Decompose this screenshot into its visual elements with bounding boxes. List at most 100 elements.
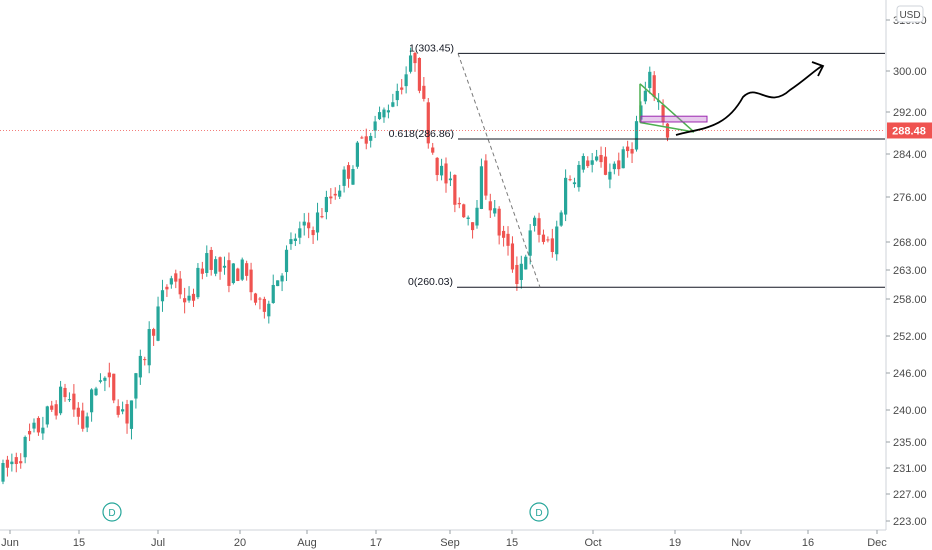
candle-body — [546, 239, 550, 241]
candle-body — [595, 156, 599, 161]
candle-body — [479, 166, 484, 209]
candle-body — [568, 179, 572, 181]
candle-body — [555, 226, 559, 255]
candle-body — [10, 461, 14, 465]
time-tick-label: Aug — [297, 537, 317, 549]
time-tick-label: Nov — [731, 537, 751, 549]
candle-body — [617, 160, 621, 170]
candle-body — [444, 163, 448, 184]
candle-body — [360, 137, 364, 139]
pattern-lower-line — [639, 121, 695, 133]
price-tick-label: 263.00 — [893, 265, 927, 277]
candle-body — [643, 90, 647, 102]
candle-body — [515, 264, 519, 285]
candle-body — [262, 298, 266, 312]
candle-body — [218, 257, 222, 272]
candle-body — [143, 359, 147, 361]
candle-body — [608, 171, 612, 180]
candle-body — [23, 436, 27, 458]
consolidation-box — [640, 115, 708, 123]
candle-body — [550, 238, 554, 252]
candle-body — [590, 160, 594, 165]
candle-body — [253, 293, 258, 303]
candle-body — [470, 222, 475, 231]
candle-body — [302, 221, 306, 226]
candle-body — [54, 404, 58, 416]
currency-badge — [896, 5, 924, 23]
candle-body — [187, 295, 191, 301]
time-axis[interactable]: Jun 15 Jul 20 Aug 17 Sep 15 Oct 19 Nov 16 Dec — [0, 529, 887, 549]
candle-body — [107, 372, 111, 378]
candle-body — [373, 121, 377, 131]
candle-body — [258, 298, 262, 300]
candle-body — [626, 146, 630, 152]
time-tick-label: Sep — [440, 537, 460, 549]
candle-body — [422, 85, 426, 99]
fib-level-label: 1(303.45) — [409, 42, 454, 54]
candle-body — [634, 121, 639, 150]
candle-body — [289, 239, 293, 245]
price-axis[interactable]: 223.00 227.00 231.00 235.00 240.00 246.00 252.… — [885, 0, 932, 550]
candle-body — [19, 461, 23, 464]
candle-body — [661, 104, 665, 122]
dividend-marker-label: D — [108, 508, 115, 519]
candle-body — [484, 160, 488, 196]
candle-body — [404, 74, 408, 87]
candle-body — [231, 263, 235, 284]
candle-body — [41, 427, 45, 434]
candle-body — [36, 417, 41, 433]
candle-body — [572, 182, 577, 185]
time-tick-label: 19 — [669, 537, 681, 549]
candle-body — [271, 284, 275, 303]
candle-body — [439, 165, 444, 176]
candle-body — [364, 136, 368, 144]
candle-body — [236, 268, 240, 281]
candle-body — [98, 380, 103, 382]
candle-body — [160, 290, 165, 302]
candle-body — [45, 406, 49, 425]
candle-body — [506, 233, 510, 246]
fib-level-label: 0(260.03) — [408, 276, 453, 288]
candle-body — [267, 303, 271, 317]
candle-body — [355, 142, 359, 167]
candle-body — [413, 52, 417, 64]
candle-body — [196, 267, 200, 298]
candle-body — [280, 275, 284, 282]
dividend-marker-label: D — [535, 508, 542, 519]
candle-body — [586, 160, 590, 167]
price-tick-label: 246.00 — [893, 368, 927, 380]
candle-body — [533, 217, 537, 226]
candle-body — [599, 155, 603, 163]
candle-body — [639, 105, 643, 120]
time-tick-label: Oct — [584, 537, 601, 549]
candle-body — [165, 286, 169, 290]
candle-body — [382, 109, 386, 118]
candle-body — [249, 269, 253, 293]
candle-body — [205, 253, 209, 273]
candle-body — [14, 457, 18, 464]
price-axis-bg — [886, 0, 932, 550]
candlestick-series — [1, 47, 670, 485]
candle-body — [222, 265, 227, 268]
candle-body — [426, 102, 430, 144]
candle-body — [431, 147, 435, 153]
candle-body — [76, 407, 80, 417]
candle-body — [528, 230, 532, 256]
candle-body — [63, 387, 67, 398]
candle-body — [462, 204, 466, 218]
candle-body — [488, 201, 492, 211]
candle-body — [27, 430, 32, 435]
candle-body — [58, 386, 63, 414]
pattern-upper-line — [639, 83, 695, 133]
price-tick-label: 284.00 — [893, 149, 927, 161]
price-tick-label: 223.00 — [893, 516, 927, 528]
candle-body — [333, 193, 337, 196]
candle-body — [1, 463, 5, 482]
price-tick-label: 235.00 — [893, 437, 927, 449]
candle-body — [72, 393, 76, 410]
projection-arrowhead — [811, 61, 825, 77]
candle-body — [612, 163, 616, 170]
candle-body — [245, 263, 249, 276]
candle-body — [103, 377, 107, 381]
